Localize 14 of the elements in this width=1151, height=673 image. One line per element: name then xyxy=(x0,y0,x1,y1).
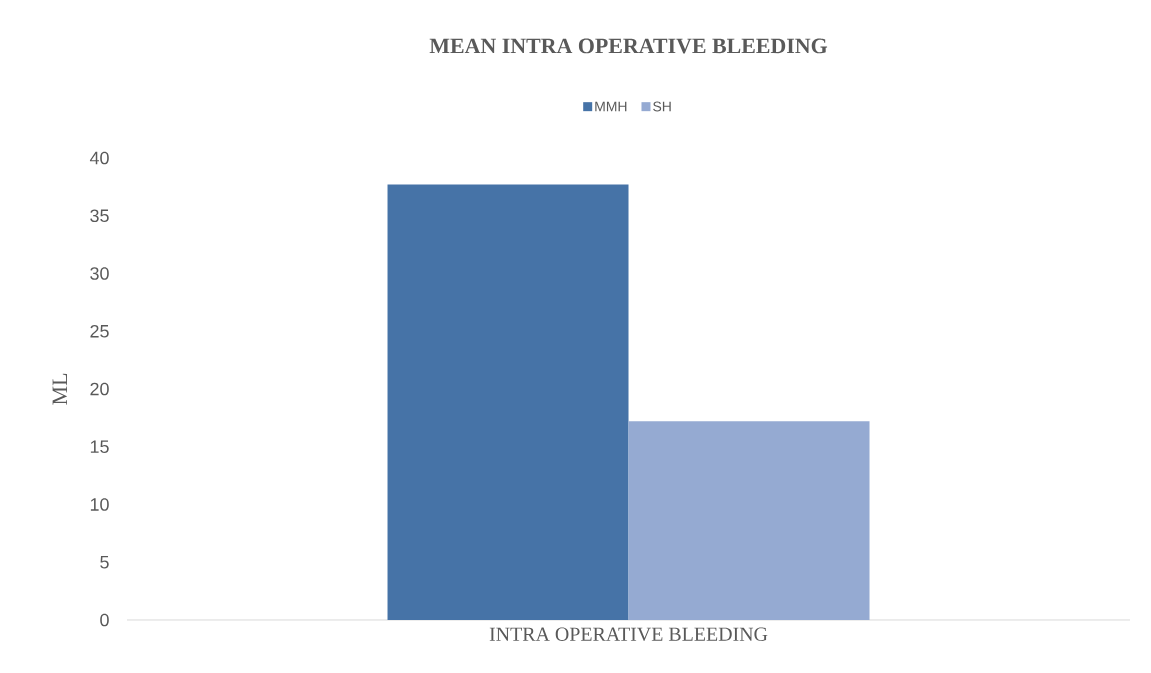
y-tick-label: 15 xyxy=(90,440,109,453)
x-tick-label: INTRA OPERATIVE BLEEDING xyxy=(489,627,768,641)
y-tick-label: 30 xyxy=(90,267,109,280)
y-axis-title: ML xyxy=(52,373,67,405)
legend-label: SH xyxy=(653,101,671,112)
y-tick-label: 10 xyxy=(90,498,109,511)
legend-label: MMH xyxy=(595,101,627,112)
y-tick-label: 20 xyxy=(90,382,109,396)
y-tick-label: 5 xyxy=(100,555,109,569)
chart-title: MEAN INTRA OPERATIVE BLEEDING xyxy=(429,38,828,54)
y-tick-label: 40 xyxy=(89,151,109,165)
y-tick-label: 0 xyxy=(100,613,109,627)
y-tick-label: 35 xyxy=(90,209,109,223)
y-tick-label: 25 xyxy=(90,324,109,338)
